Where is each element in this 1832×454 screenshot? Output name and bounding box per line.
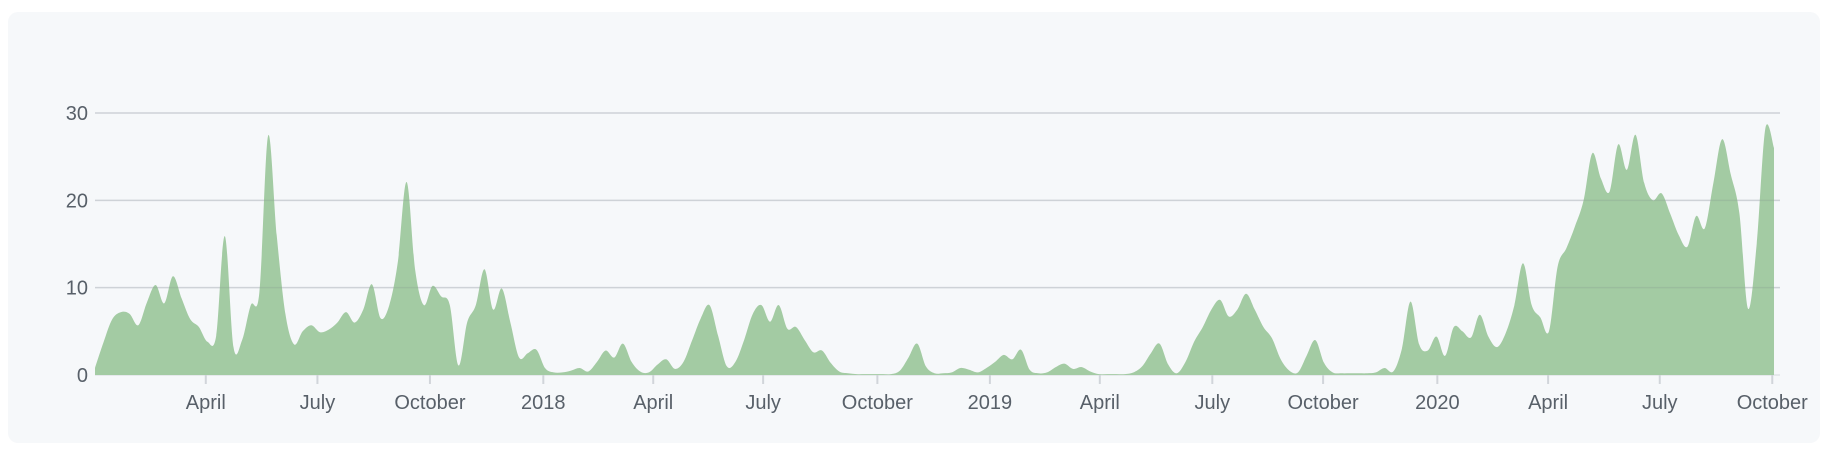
x-axis-label-2: October — [394, 392, 465, 414]
x-axis-label-13: July — [1642, 392, 1678, 414]
x-axis-label-12: April — [1528, 392, 1568, 414]
x-axis-label-0: April — [186, 392, 226, 414]
gridlines-overlay — [95, 112, 1780, 289]
x-axis-label-1: July — [300, 392, 336, 414]
x-axis-label-7: 2019 — [968, 392, 1013, 414]
x-axis-labels: April July October 2018 April July October 2019… — [186, 392, 1808, 414]
commits-area-path — [95, 124, 1774, 375]
x-axis-label-4: April — [633, 392, 673, 414]
x-axis-label-6: October — [842, 392, 913, 414]
y-axis-labels: 0 10 20 30 — [66, 103, 88, 387]
area-series — [95, 124, 1774, 375]
y-axis-label-0: 0 — [77, 365, 88, 387]
x-axis — [204, 375, 1774, 384]
x-axis-label-9: July — [1195, 392, 1231, 414]
y-axis-label-30: 30 — [66, 103, 88, 125]
x-axis-label-10: October — [1288, 392, 1359, 414]
y-axis-label-20: 20 — [66, 190, 88, 212]
y-axis-label-10: 10 — [66, 278, 88, 300]
x-axis-label-5: July — [745, 392, 781, 414]
x-axis-label-14: October — [1737, 392, 1808, 414]
x-axis-label-8: April — [1080, 392, 1120, 414]
x-axis-label-11: 2020 — [1415, 392, 1460, 414]
x-axis-label-3: 2018 — [521, 392, 566, 414]
